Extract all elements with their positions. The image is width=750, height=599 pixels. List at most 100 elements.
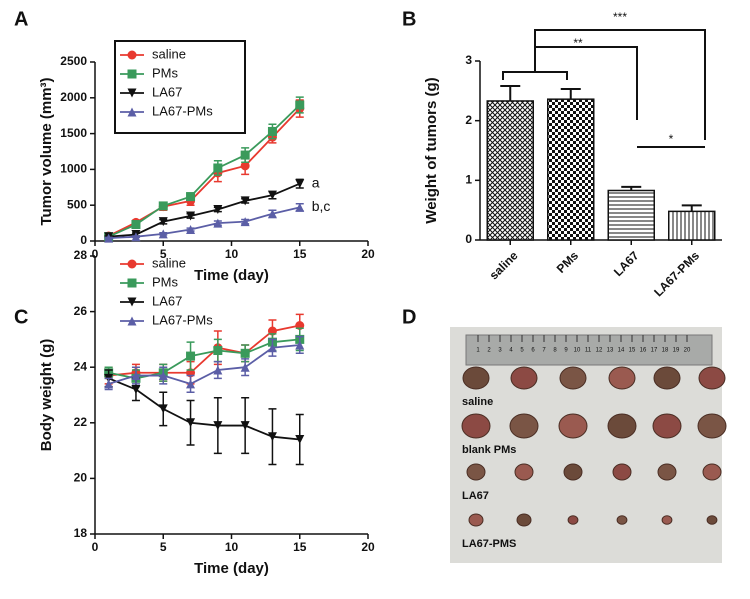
photo-label: LA67 xyxy=(462,490,489,502)
x-tick-label: 15 xyxy=(293,540,307,554)
y-tick-label: 500 xyxy=(67,197,87,211)
ruler-label: 17 xyxy=(651,348,658,354)
ruler-label: 7 xyxy=(542,348,546,354)
marker xyxy=(267,190,277,200)
ruler-label: 10 xyxy=(574,348,581,354)
bar xyxy=(486,100,534,241)
series-line xyxy=(108,206,300,240)
y-tick-label: 26 xyxy=(74,304,88,318)
error-bar xyxy=(681,204,702,212)
legend-label: LA67 xyxy=(152,293,182,308)
y-tick-label: 0 xyxy=(465,232,472,246)
tumor xyxy=(559,366,587,390)
legend-marker xyxy=(127,259,137,269)
x-axis-label: Time (day) xyxy=(194,560,269,577)
tumor xyxy=(558,413,588,439)
marker xyxy=(240,362,250,372)
marker xyxy=(295,340,305,350)
series-line xyxy=(108,104,301,238)
x-tick-label: 10 xyxy=(225,540,239,554)
y-tick-label: 0 xyxy=(80,233,87,247)
bar xyxy=(547,98,595,241)
tumor xyxy=(612,463,632,481)
ruler-label: 5 xyxy=(520,348,524,354)
marker xyxy=(240,196,250,206)
marker xyxy=(295,179,305,189)
marker xyxy=(295,434,305,444)
legend-marker xyxy=(127,50,137,60)
marker xyxy=(213,346,223,356)
ruler-label: 8 xyxy=(553,348,557,354)
marker xyxy=(267,126,277,136)
tumor xyxy=(607,413,637,439)
ruler-label: 1 xyxy=(476,348,480,354)
x-tick-label: PMs xyxy=(554,248,582,276)
ruler-label: 9 xyxy=(564,348,568,354)
significance-brackets xyxy=(502,29,706,148)
tumor xyxy=(652,413,682,439)
photo-background xyxy=(450,327,722,563)
x-tick-label: 15 xyxy=(293,247,307,261)
marker xyxy=(295,100,305,110)
bracket xyxy=(535,46,638,120)
marker xyxy=(186,418,196,428)
tumor xyxy=(516,513,532,527)
x-tick-label: 5 xyxy=(160,540,167,554)
tumor xyxy=(616,515,628,525)
marker xyxy=(158,404,168,414)
ruler-label: 16 xyxy=(640,348,647,354)
tumor xyxy=(567,515,579,525)
legend-label: PMs xyxy=(152,274,179,289)
marker xyxy=(213,204,223,214)
y-tick-label: 2000 xyxy=(60,90,87,104)
annotation: a xyxy=(312,174,320,190)
series-line xyxy=(108,377,300,441)
tumor xyxy=(697,413,727,439)
x-tick-label: 0 xyxy=(92,540,99,554)
marker xyxy=(104,379,114,389)
ruler-label: 19 xyxy=(673,348,680,354)
bracket xyxy=(534,29,706,140)
ruler-label: 14 xyxy=(618,348,625,354)
bar xyxy=(668,210,716,241)
legend-marker xyxy=(127,278,137,288)
y-tick-label: 1 xyxy=(465,173,472,187)
marker xyxy=(186,192,196,202)
panel-label: C xyxy=(14,306,28,328)
error-bar xyxy=(560,88,581,100)
legend-label: saline xyxy=(152,46,186,61)
marker xyxy=(104,233,114,243)
y-tick-label: 22 xyxy=(74,415,88,429)
series-line xyxy=(108,182,301,238)
ruler-label: 15 xyxy=(629,348,636,354)
legend-marker xyxy=(127,316,137,326)
tumor xyxy=(661,515,673,525)
legend-label: LA67 xyxy=(152,84,182,99)
marker xyxy=(213,163,223,173)
photo-label: LA67-PMS xyxy=(462,538,516,550)
marker xyxy=(131,371,141,381)
ruler-label: 6 xyxy=(531,348,535,354)
x-tick-label: 10 xyxy=(225,247,239,261)
y-tick-label: 2 xyxy=(465,113,472,127)
marker xyxy=(295,202,305,212)
ruler-label: 11 xyxy=(585,348,592,354)
legend-marker xyxy=(127,88,137,98)
series-line xyxy=(108,324,300,377)
x-tick-label: 20 xyxy=(361,247,375,261)
marker xyxy=(131,384,141,394)
y-tick-label: 1500 xyxy=(60,126,87,140)
marker xyxy=(158,201,168,211)
tumor xyxy=(653,366,681,390)
legend-label: LA67-PMs xyxy=(152,312,213,327)
marker xyxy=(240,348,250,358)
x-tick-label: 20 xyxy=(361,540,375,554)
legend-label: PMs xyxy=(152,65,179,80)
marker xyxy=(131,220,141,230)
bar xyxy=(607,189,655,241)
photo-label: saline xyxy=(462,396,493,408)
tumor xyxy=(698,366,726,390)
tumor-photo: 1 2 3 4 5 6 7 8 9 10 11 12 13 14 15 16 17 18 19 20salinebla… xyxy=(450,327,727,563)
legend-marker xyxy=(127,297,137,307)
